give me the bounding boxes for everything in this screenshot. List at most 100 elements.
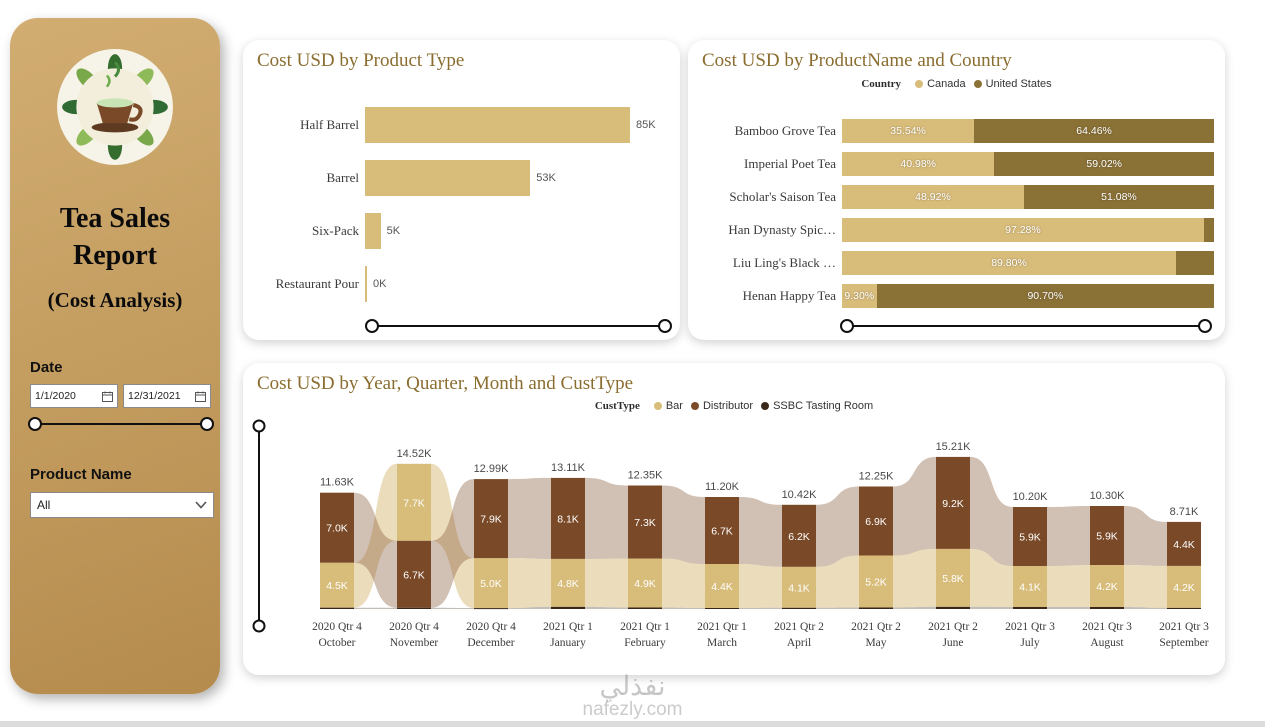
slider-handle-end[interactable]: [1198, 319, 1212, 333]
bar[interactable]: [365, 159, 531, 196]
ribbon-segment[interactable]: [1167, 521, 1201, 566]
ribbon-segment[interactable]: [1090, 607, 1124, 609]
ribbon-segment-label: 5.0K: [480, 578, 502, 590]
stacked-track: 40.98% 59.02%: [842, 151, 1214, 176]
slider-handle-end[interactable]: [658, 319, 672, 333]
ribbon-segment[interactable]: [1167, 565, 1201, 608]
ribbon-segment[interactable]: [782, 566, 816, 608]
ribbon-segment[interactable]: [1013, 607, 1047, 609]
x-axis-label-quarter: 2021 Qtr 3: [1005, 621, 1055, 633]
stacked-segment[interactable]: [1176, 250, 1214, 275]
ribbon-segment[interactable]: [551, 558, 585, 607]
x-axis-label-month: December: [467, 637, 514, 649]
ribbon-total-label: 11.63K: [320, 477, 355, 489]
ribbon-band: [970, 606, 1013, 609]
ribbon-segment[interactable]: [1013, 507, 1047, 566]
calendar-icon: [195, 391, 206, 402]
legend-item-label: Bar: [665, 400, 683, 412]
ribbon-segment[interactable]: [551, 477, 585, 559]
chart1-scroll-slider[interactable]: [365, 318, 672, 334]
slider-handle-end[interactable]: [200, 417, 214, 431]
ribbon-segment[interactable]: [705, 608, 739, 609]
x-axis-label-month: May: [865, 637, 886, 649]
x-axis-label-month: February: [624, 637, 666, 649]
segment-percent-label: 64.46%: [1076, 124, 1112, 137]
bar-category-label: Barrel: [326, 169, 359, 185]
ribbon-segment[interactable]: [859, 607, 893, 610]
ribbon-segment[interactable]: [705, 564, 739, 608]
stacked-segment[interactable]: [1203, 217, 1214, 242]
x-axis-label-quarter: 2021 Qtr 2: [851, 621, 901, 633]
ribbon-segment[interactable]: [936, 548, 970, 607]
stacked-category-label: Liu Ling's Black …: [732, 254, 836, 270]
bar[interactable]: [365, 212, 381, 249]
stacked-segment[interactable]: 35.54%: [842, 118, 975, 143]
ribbon-segment[interactable]: [1013, 566, 1047, 607]
ribbon-segment[interactable]: [936, 456, 970, 549]
ribbon-segment[interactable]: [859, 555, 893, 608]
date-range-slider[interactable]: [28, 416, 214, 432]
chart2-scroll-slider[interactable]: [840, 318, 1212, 334]
ribbon-segment[interactable]: [1167, 607, 1201, 609]
ribbon-segment-label: 4.9K: [634, 578, 656, 590]
ribbon-segment[interactable]: [705, 497, 739, 564]
ribbon-segment-label: 5.8K: [942, 573, 964, 585]
legend-dot: [915, 80, 924, 89]
ribbon-segment[interactable]: [320, 492, 354, 563]
stacked-segment[interactable]: 59.02%: [994, 151, 1214, 176]
ribbon-segment[interactable]: [397, 463, 431, 541]
ribbon-segment[interactable]: [474, 479, 508, 559]
chevron-down-icon: [195, 501, 207, 509]
watermark-domain: nafezly.com: [582, 699, 683, 720]
ribbon-segment[interactable]: [320, 607, 354, 609]
stacked-segment[interactable]: 97.28%: [842, 217, 1204, 242]
ribbon-segment[interactable]: [628, 558, 662, 608]
date-from-input[interactable]: 1/1/2020: [30, 384, 118, 408]
ribbon-segment-label: 7.9K: [480, 514, 502, 526]
ribbon-segment[interactable]: [628, 607, 662, 610]
ribbon-segment[interactable]: [397, 607, 431, 609]
ribbon-segment[interactable]: [474, 608, 508, 610]
ribbon-segment[interactable]: [474, 558, 508, 609]
stacked-segment[interactable]: 48.92%: [842, 184, 1024, 209]
stacked-segment[interactable]: 51.08%: [1023, 184, 1214, 209]
ribbon-segment[interactable]: [782, 504, 816, 567]
ribbon-segment[interactable]: [628, 485, 662, 559]
chart3-scroll-slider[interactable]: [251, 419, 267, 633]
stacked-segment[interactable]: 9.30%: [842, 283, 877, 308]
report-subtitle: (Cost Analysis): [47, 288, 183, 312]
ribbon-segment[interactable]: [551, 606, 585, 609]
ribbon-segment[interactable]: [859, 486, 893, 556]
stacked-segment[interactable]: 64.46%: [974, 118, 1214, 143]
stacked-row: Han Dynasty Spic… 97.28%: [688, 213, 1225, 246]
stacked-segment[interactable]: 89.80%: [842, 250, 1177, 275]
slider-handle-start[interactable]: [840, 319, 854, 333]
slider-handle-bottom[interactable]: [252, 619, 266, 633]
slider-handle-top[interactable]: [252, 419, 266, 433]
slider-track: [35, 423, 207, 425]
ribbon-segment[interactable]: [782, 607, 816, 609]
hbar-chart: Half Barrel 85K Barrel 53K Six-Pack 5K Restaur…: [243, 98, 680, 310]
ribbon-band: [970, 548, 1013, 607]
bar[interactable]: [365, 106, 630, 143]
ribbon-segment[interactable]: [320, 562, 354, 608]
x-axis-label-quarter: 2021 Qtr 1: [543, 621, 593, 633]
ribbon-segment[interactable]: [936, 606, 970, 609]
ribbon-segment[interactable]: [1090, 506, 1124, 565]
slider-handle-start[interactable]: [28, 417, 42, 431]
ribbon-segment[interactable]: [397, 540, 431, 608]
ribbon-total-label: 11.20K: [705, 481, 740, 493]
legend-title: CustType: [594, 400, 640, 412]
stacked-segment[interactable]: 40.98%: [842, 151, 995, 176]
slider-handle-start[interactable]: [365, 319, 379, 333]
bar-row: Barrel 53K: [243, 151, 680, 204]
slider-track: [847, 325, 1205, 327]
ribbon-segment[interactable]: [1090, 565, 1124, 607]
date-to-input[interactable]: 12/31/2021: [123, 384, 211, 408]
product-name-dropdown[interactable]: All: [30, 492, 214, 518]
segment-percent-label: 35.54%: [890, 124, 926, 137]
chart-title: Cost USD by Product Type: [257, 50, 465, 71]
stacked-segment[interactable]: 90.70%: [876, 283, 1214, 308]
bar-wrap: 0K: [365, 265, 680, 302]
bar[interactable]: [365, 265, 367, 302]
